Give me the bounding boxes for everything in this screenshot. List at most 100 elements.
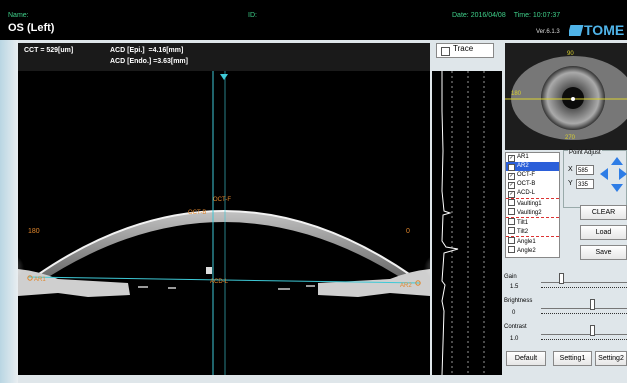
brand-logo: TOME bbox=[569, 22, 627, 37]
gain-ticks bbox=[541, 286, 627, 288]
contrast-value: 1.0 bbox=[510, 336, 519, 342]
checkbox[interactable]: ✓ bbox=[508, 182, 515, 189]
checklist-label: Angle1 bbox=[517, 239, 536, 245]
axis-marker-icon bbox=[220, 74, 228, 80]
cornea-front-curve bbox=[35, 210, 413, 277]
checkbox[interactable] bbox=[508, 227, 515, 234]
acd-l-line bbox=[27, 276, 421, 284]
checklist-label: Tilt2 bbox=[517, 229, 529, 235]
checklist-label: Angle2 bbox=[517, 248, 536, 254]
checklist-label: OCT-F bbox=[517, 172, 535, 178]
landmark-checklist: ✓ AR1 ✓ AR2 ✓ OCT-F ✓ OCT-B ✓ ACD-L Vaulting1 Vault… bbox=[505, 152, 560, 258]
name-label: Name: bbox=[8, 12, 29, 19]
x-value-field[interactable]: 585 bbox=[576, 165, 594, 175]
checkbox[interactable] bbox=[508, 218, 515, 225]
cct-readout: CCT = 529[um] bbox=[24, 47, 74, 54]
gain-slider-thumb[interactable] bbox=[559, 273, 564, 284]
contrast-slider-thumb[interactable] bbox=[590, 325, 595, 336]
checkbox[interactable] bbox=[508, 246, 515, 253]
ar1-label: AR1 bbox=[34, 277, 46, 283]
brightness-slider-thumb[interactable] bbox=[590, 299, 595, 310]
checklist-item-oct-f[interactable]: ✓ OCT-F bbox=[506, 171, 559, 180]
arrow-right-icon[interactable] bbox=[619, 168, 627, 180]
checklist-item-angle1[interactable]: Angle1 bbox=[506, 237, 559, 246]
checkbox[interactable]: ✓ bbox=[508, 191, 515, 198]
brightness-label: Brightness bbox=[504, 298, 533, 304]
trace-profile-line bbox=[441, 71, 459, 375]
contrast-label: Contrast bbox=[504, 324, 527, 330]
setting1-button[interactable]: Setting1 bbox=[553, 351, 592, 366]
checkbox[interactable]: ✓ bbox=[508, 164, 515, 171]
point-adjust-title: Point Adjust bbox=[568, 150, 602, 156]
acd-endo-readout: ACD [Endo.] =3.63[mm] bbox=[110, 58, 188, 65]
checklist-item-oct-b[interactable]: ✓ OCT-B bbox=[506, 180, 559, 189]
center-marker bbox=[571, 97, 575, 101]
time-label: Time: bbox=[513, 12, 531, 19]
arrow-down-icon[interactable] bbox=[611, 184, 623, 192]
checklist-label: Tilt1 bbox=[517, 220, 529, 226]
angle-270-label: 270 bbox=[565, 135, 576, 141]
checklist-label: AR1 bbox=[517, 154, 529, 160]
angle-0-label: 0 bbox=[406, 228, 410, 235]
setting2-button[interactable]: Setting2 bbox=[595, 351, 627, 366]
image-adjust-panel: Gain 1.5 Brightness 0 Contrast 1.0 Defau… bbox=[501, 264, 627, 383]
checklist-item-tilt1[interactable]: Tilt1 bbox=[506, 218, 559, 227]
date-display: Date: 2016/04/08 Time: 10:07:37 bbox=[452, 12, 560, 19]
glare-left bbox=[18, 249, 56, 285]
brightness-ticks bbox=[541, 312, 627, 314]
brightness-value: 0 bbox=[512, 310, 516, 316]
gain-slider[interactable] bbox=[541, 274, 627, 283]
y-label: Y bbox=[568, 180, 573, 187]
oct-f-label: OCT-F bbox=[213, 197, 231, 203]
contrast-slider[interactable] bbox=[541, 326, 627, 335]
checklist-item-vaulting1[interactable]: Vaulting1 bbox=[506, 199, 559, 208]
checkbox[interactable] bbox=[508, 237, 515, 244]
checklist-item-ar1[interactable]: ✓ AR1 bbox=[506, 153, 559, 162]
default-button[interactable]: Default bbox=[506, 351, 546, 366]
eye-front-image[interactable]: 90 180 270 bbox=[505, 43, 627, 150]
oct-b-label: OCT-B bbox=[188, 210, 207, 216]
trace-checkbox[interactable]: Trace bbox=[436, 43, 494, 58]
background-edge bbox=[0, 40, 18, 383]
ar1-point[interactable] bbox=[27, 275, 33, 281]
checklist-item-angle2[interactable]: Angle2 bbox=[506, 246, 559, 255]
angle-90-label: 90 bbox=[567, 51, 574, 57]
angle-180-label: 180 bbox=[28, 228, 40, 235]
brightness-slider[interactable] bbox=[541, 300, 627, 309]
oct-scan-view[interactable]: 180 0 OCT-F OCT-B AR1 AR2 ACD-L bbox=[18, 71, 430, 375]
checklist-label: Vaulting1 bbox=[517, 201, 542, 207]
ar2-label: AR2 bbox=[400, 283, 412, 289]
gain-label: Gain bbox=[504, 274, 517, 280]
arrow-up-icon[interactable] bbox=[611, 157, 623, 165]
date-value: 2016/04/08 bbox=[470, 12, 506, 19]
brand-text: TOME bbox=[584, 22, 625, 37]
checklist-label: OCT-B bbox=[517, 181, 536, 187]
contrast-ticks bbox=[541, 338, 627, 340]
checkbox[interactable]: ✓ bbox=[508, 173, 515, 180]
checklist-item-acd-l[interactable]: ✓ ACD-L bbox=[506, 189, 559, 199]
ar2-point[interactable] bbox=[415, 280, 421, 286]
x-label: X bbox=[568, 166, 573, 173]
acd-l-label: ACD-L bbox=[210, 279, 229, 285]
trace-check-box[interactable] bbox=[441, 47, 450, 56]
checklist-label: ACD-L bbox=[517, 190, 536, 196]
glare-right bbox=[392, 249, 430, 285]
save-button[interactable]: Save bbox=[580, 245, 627, 260]
clear-button[interactable]: CLEAR bbox=[580, 205, 627, 220]
checkbox[interactable] bbox=[508, 199, 515, 206]
checklist-item-tilt2[interactable]: Tilt2 bbox=[506, 227, 559, 237]
checkbox[interactable] bbox=[508, 208, 515, 215]
version-label: Ver.6.1.3 bbox=[536, 29, 560, 35]
y-value-field[interactable]: 335 bbox=[576, 179, 594, 189]
checkbox[interactable]: ✓ bbox=[508, 155, 515, 162]
load-button[interactable]: Load bbox=[580, 225, 627, 240]
eye-front-graphic bbox=[505, 43, 627, 150]
date-label: Date: bbox=[452, 12, 469, 19]
time-value: 10:07:37 bbox=[532, 12, 561, 19]
arrow-left-icon[interactable] bbox=[600, 168, 608, 180]
measurement-bar: CCT = 529[um] ACD [Epi.] =4.16[mm] ACD [… bbox=[18, 43, 430, 71]
checklist-item-ar2[interactable]: ✓ AR2 bbox=[506, 162, 559, 171]
id-label: ID: bbox=[248, 12, 257, 19]
gain-value: 1.5 bbox=[510, 284, 519, 290]
checklist-item-vaulting2[interactable]: Vaulting2 bbox=[506, 208, 559, 218]
